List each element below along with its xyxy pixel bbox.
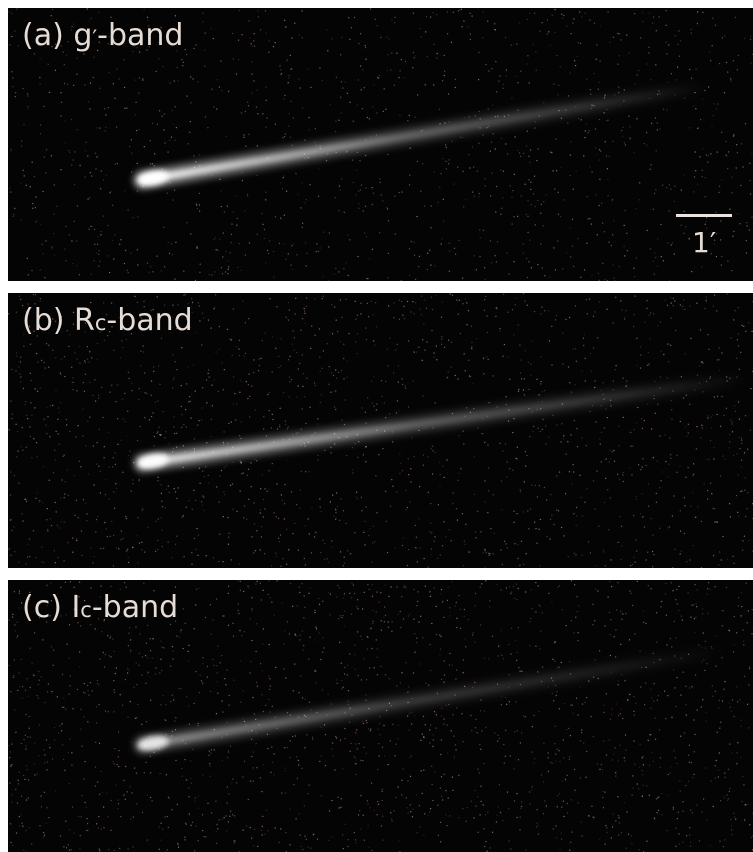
panel-label-g-band: (a) g′-band xyxy=(22,18,184,53)
comet-image-g-band xyxy=(8,8,753,281)
scale-bar xyxy=(676,214,732,217)
comet-image-rc-band xyxy=(8,293,753,568)
panel-label-rc-band: (b) Rc-band xyxy=(22,303,193,338)
panel-g-band: (a) g′-band 1′ xyxy=(8,8,753,281)
scale-bar-label: 1′ xyxy=(692,226,717,259)
panel-rc-band: (b) Rc-band xyxy=(8,293,753,568)
noise-speckles xyxy=(8,580,753,852)
comet-image-ic-band xyxy=(8,580,753,852)
panel-label-ic-band: (c) Ic-band xyxy=(22,590,179,625)
panel-ic-band: (c) Ic-band xyxy=(8,580,753,852)
